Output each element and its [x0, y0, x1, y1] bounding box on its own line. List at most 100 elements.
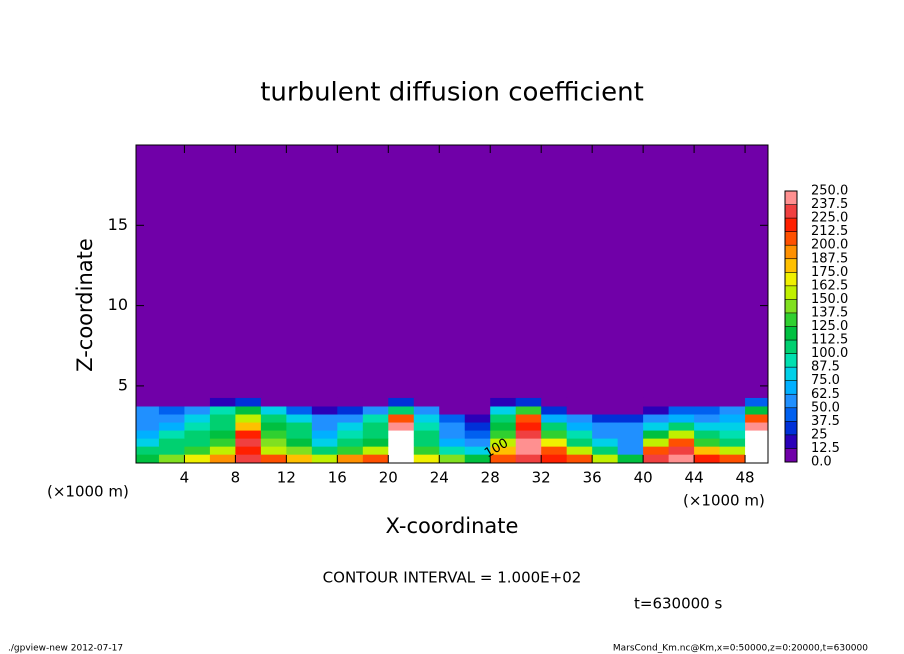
y-axis-label: Z-coordinate: [73, 238, 97, 372]
cell: [515, 422, 542, 431]
cell: [388, 422, 415, 431]
colorbar-label: 250.0: [811, 184, 848, 199]
cell: [158, 397, 185, 407]
cell: [668, 414, 695, 423]
cell: [337, 446, 364, 455]
cell: [413, 430, 440, 439]
cell: [337, 422, 364, 431]
colorbar-label: 87.5: [811, 360, 840, 375]
cell: [617, 446, 644, 455]
cell: [362, 422, 389, 431]
cell: [541, 446, 568, 455]
cell: [719, 454, 746, 463]
cell: [668, 430, 695, 439]
cell: [136, 397, 160, 407]
field: 100: [136, 145, 768, 463]
cell: [566, 405, 593, 415]
cell: [617, 422, 644, 431]
cell: [668, 422, 695, 431]
cell: [745, 430, 768, 439]
colorbar-label: 162.5: [811, 278, 848, 293]
cell: [362, 397, 389, 407]
colorbar-segment: [785, 204, 797, 219]
cell: [490, 422, 517, 431]
cell: [311, 405, 338, 415]
cell: [311, 438, 338, 447]
cell: [694, 422, 721, 431]
cell: [136, 454, 160, 463]
cell: [388, 414, 415, 423]
cell: [260, 446, 287, 455]
colorbar-segment: [785, 326, 797, 341]
colorbar-segment: [785, 394, 797, 409]
cell: [209, 446, 236, 455]
cell: [515, 397, 542, 407]
cell: [541, 414, 568, 423]
cell: [158, 405, 185, 415]
cell: [541, 405, 568, 415]
colorbar-segment: [785, 285, 797, 300]
cell: [136, 422, 160, 431]
x-tick-label: 40: [634, 469, 653, 487]
cell: [439, 422, 466, 431]
cell: [592, 397, 619, 407]
cell: [413, 397, 440, 407]
cell: [260, 405, 287, 415]
cell: [643, 422, 670, 431]
cell: [668, 446, 695, 455]
cell: [464, 454, 491, 463]
cell: [566, 438, 593, 447]
cell: [311, 446, 338, 455]
cell: [260, 430, 287, 439]
cell: [286, 446, 313, 455]
cell: [184, 397, 211, 407]
cell: [388, 397, 415, 407]
x-tick-label: 32: [532, 469, 551, 487]
colorbar-label: 25: [811, 427, 828, 442]
cell: [158, 430, 185, 439]
cell: [490, 397, 517, 407]
x-tick-label: 4: [180, 469, 190, 487]
cell: [209, 454, 236, 463]
cell: [362, 405, 389, 415]
chart-title: turbulent diffusion coefficient: [260, 78, 644, 108]
cell: [439, 430, 466, 439]
colorbar-label: 0.0: [811, 455, 832, 470]
cell: [413, 414, 440, 423]
cell: [745, 446, 768, 455]
cell: [617, 414, 644, 423]
cell: [235, 405, 262, 415]
y-tick-label: 15: [108, 215, 128, 234]
cell: [388, 438, 415, 447]
cell: [184, 405, 211, 415]
cell: [286, 405, 313, 415]
cell: [592, 422, 619, 431]
cell: [235, 446, 262, 455]
footer-left: ./gpview-new 2012-07-17: [8, 644, 123, 654]
cell: [464, 430, 491, 439]
cell: [719, 430, 746, 439]
cell: [566, 430, 593, 439]
colorbar-segment: [785, 191, 797, 205]
cell: [719, 438, 746, 447]
x-tick-label: 20: [379, 469, 398, 487]
plot-frame: [135, 144, 769, 464]
cell: [592, 446, 619, 455]
cell: [388, 454, 415, 463]
cell: [413, 405, 440, 415]
cell: [235, 430, 262, 439]
colorbar-segment: [785, 448, 797, 463]
colorbar-segment: [785, 312, 797, 327]
cell: [260, 397, 287, 407]
cell: [286, 454, 313, 463]
colorbar-label: 150.0: [811, 292, 848, 307]
cell: [286, 397, 313, 407]
x-unit-label: (×1000 m): [683, 492, 765, 510]
cell: [136, 438, 160, 447]
colorbar-segment: [785, 272, 797, 287]
cell: [286, 414, 313, 423]
colorbar-label: 62.5: [811, 387, 840, 402]
cell: [337, 438, 364, 447]
x-tick-label: 8: [231, 469, 241, 487]
